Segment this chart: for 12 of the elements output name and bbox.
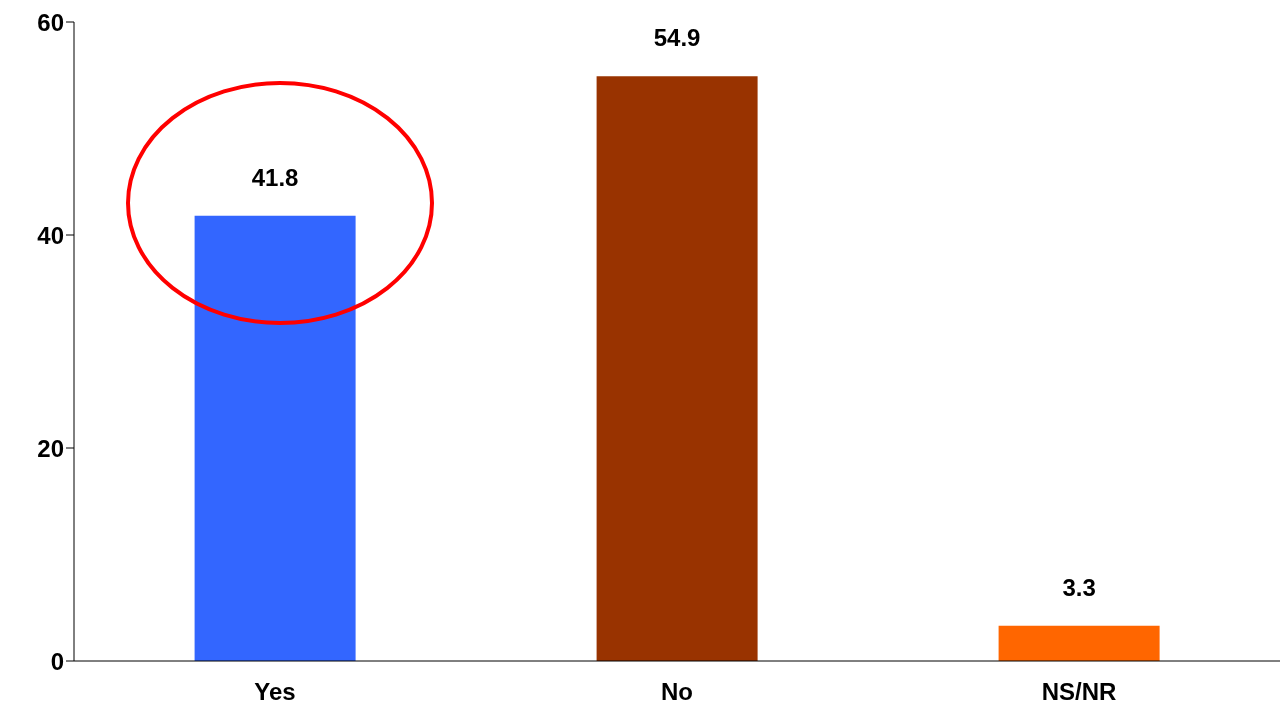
bar <box>998 625 1160 661</box>
y-tick-label: 40 <box>37 221 64 249</box>
x-tick-label: Yes <box>254 678 296 706</box>
y-tick-label: 20 <box>37 434 64 462</box>
x-tick-label: No <box>661 678 693 706</box>
y-tick-label: 0 <box>50 647 64 675</box>
y-tick-label: 60 <box>37 8 64 36</box>
x-tick-label: NS/NR <box>1041 678 1117 706</box>
data-label: 3.3 <box>1062 573 1096 601</box>
data-label: 41.8 <box>251 163 299 191</box>
data-label: 54.9 <box>653 24 701 52</box>
bar <box>596 76 758 661</box>
